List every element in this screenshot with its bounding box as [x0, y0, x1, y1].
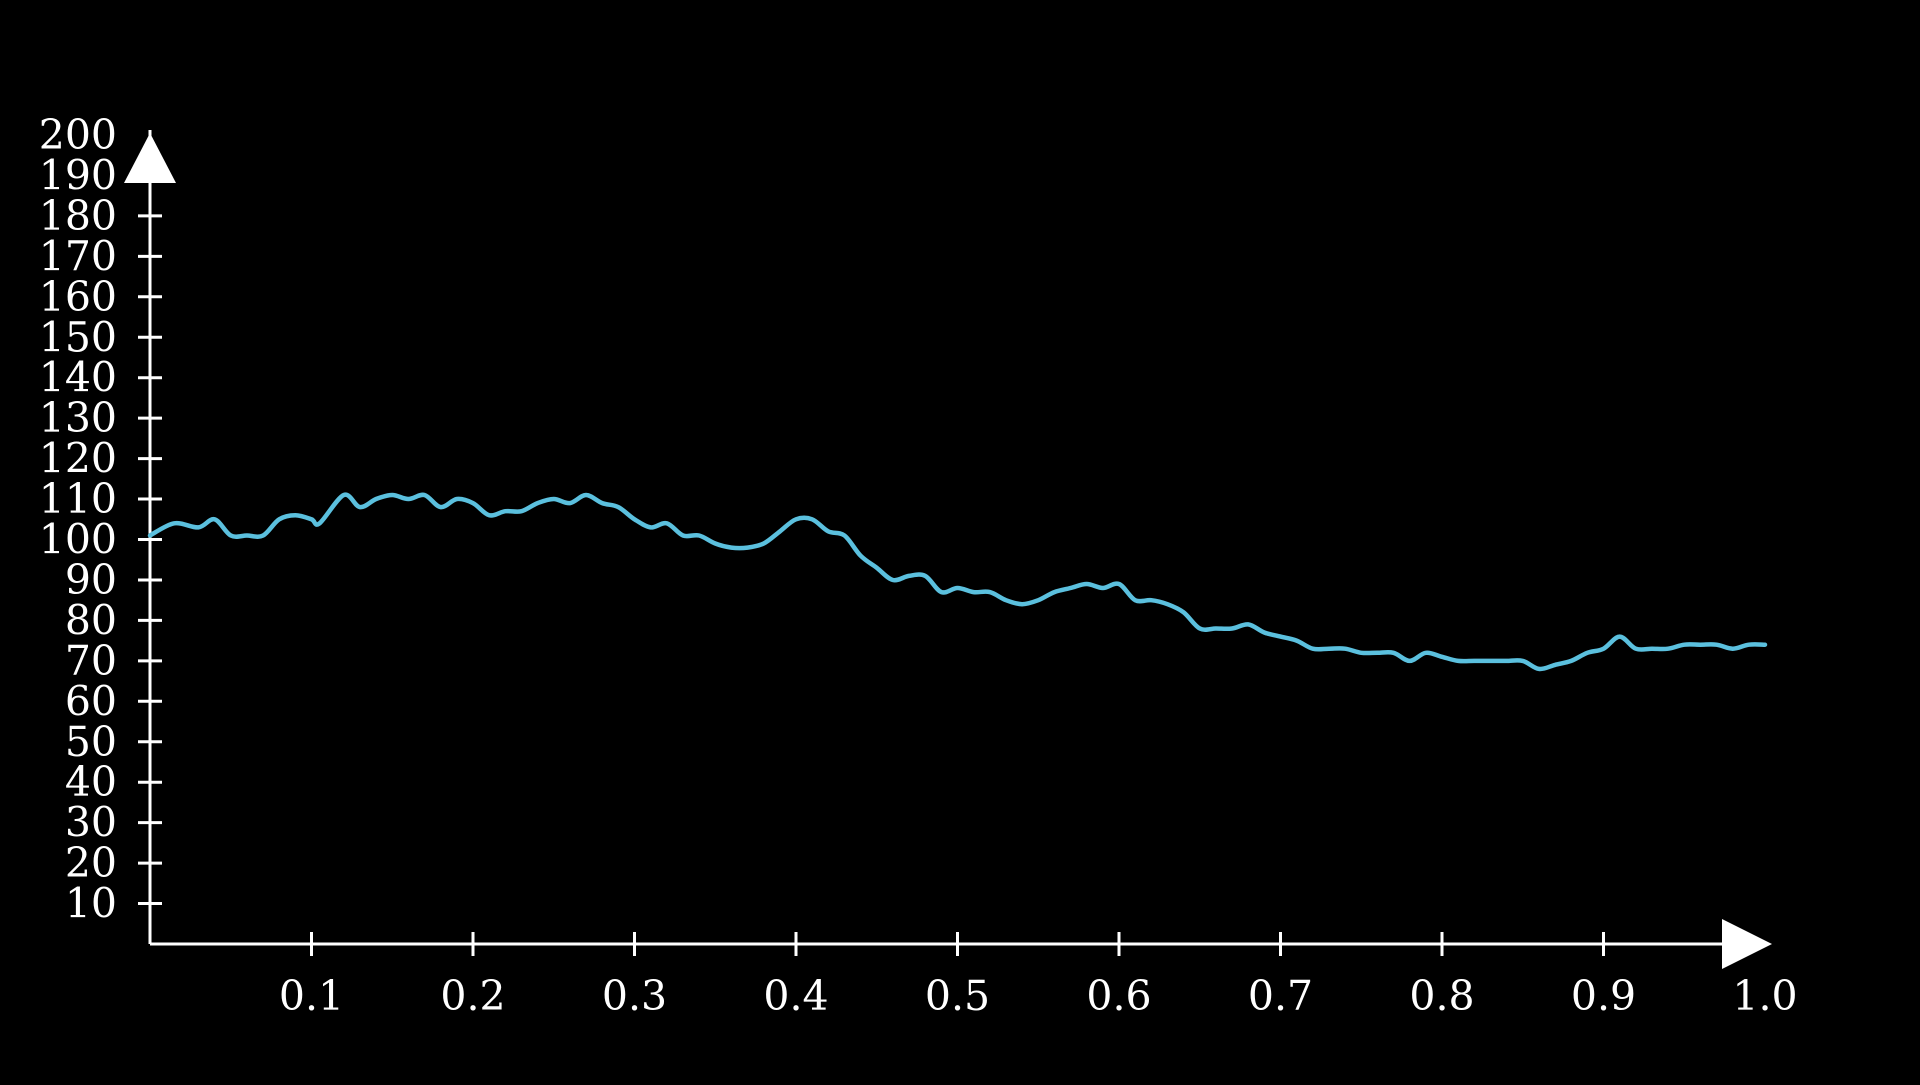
y-tick-label: 190	[39, 151, 117, 199]
y-tick-label: 140	[39, 354, 117, 402]
y-axis: 1020304050607080901001101201301401501601…	[39, 111, 176, 944]
x-tick-label: 0.4	[763, 972, 828, 1020]
series-lines	[147, 492, 1768, 672]
y-tick-label: 20	[65, 839, 117, 887]
y-tick-label: 40	[65, 758, 117, 806]
y-tick-label: 10	[65, 880, 117, 928]
x-tick-label: 0.1	[279, 972, 344, 1020]
y-tick-label: 100	[39, 516, 117, 564]
y-tick-label: 50	[65, 718, 117, 766]
y-tick-label: 160	[39, 273, 117, 321]
y-tick-label: 200	[39, 111, 117, 159]
y-tick-label: 90	[65, 556, 117, 604]
x-tick-label: 0.7	[1248, 972, 1313, 1020]
y-tick-label: 180	[39, 192, 117, 240]
x-tick-label: 0.9	[1571, 972, 1636, 1020]
y-tick-label: 80	[65, 596, 117, 644]
x-tick-label: 1.0	[1732, 972, 1797, 1020]
y-axis-arrow	[124, 133, 176, 183]
x-tick-label: 0.6	[1086, 972, 1151, 1020]
y-tick-label: 120	[39, 435, 117, 483]
x-tick-label: 0.8	[1409, 972, 1474, 1020]
y-tick-label: 130	[39, 394, 117, 442]
y-tick-label: 30	[65, 799, 117, 847]
series-line	[147, 492, 1768, 672]
y-tick-label: 70	[65, 637, 117, 685]
x-axis: 0.1 0.2 0.3 0.4 0.5 0.6 0.7 0.8 0.9 1.0	[150, 919, 1798, 1020]
y-tick-label: 170	[39, 232, 117, 280]
x-tick-label: 0.5	[925, 972, 990, 1020]
x-tick-label: 0.3	[602, 972, 667, 1020]
y-tick-label: 110	[39, 475, 117, 523]
x-axis-arrow	[1722, 919, 1772, 969]
y-tick-label: 150	[39, 313, 117, 361]
y-tick-label: 60	[65, 677, 117, 725]
x-tick-label: 0.2	[440, 972, 505, 1020]
